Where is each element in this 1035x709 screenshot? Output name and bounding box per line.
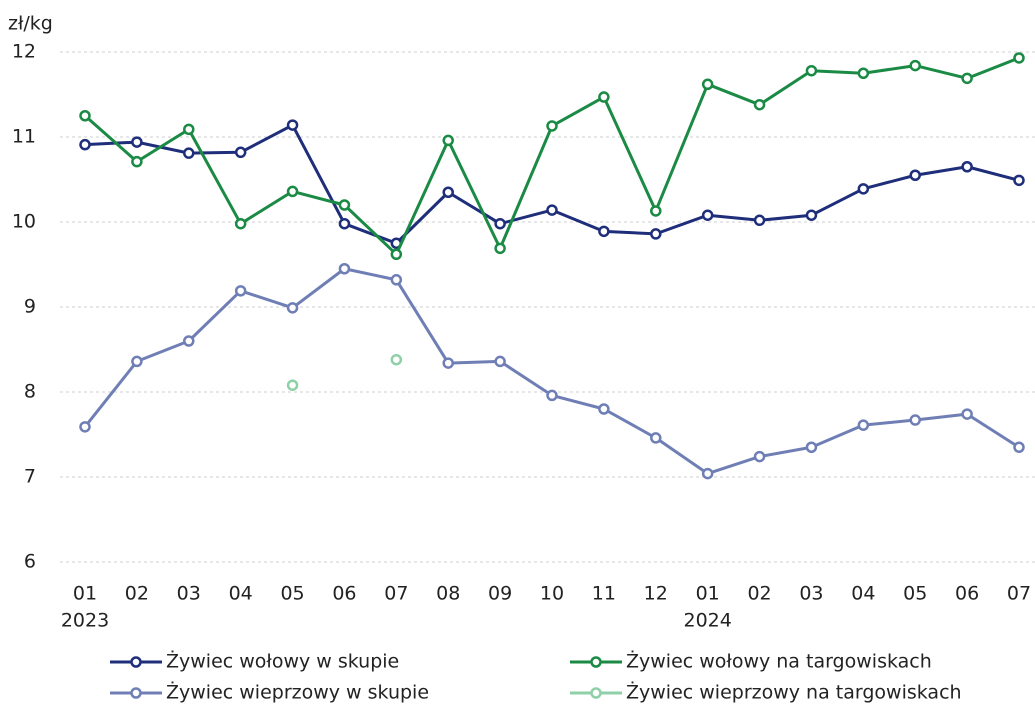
point: [390, 353, 403, 366]
point: [131, 355, 143, 368]
x-tick-label: 06: [332, 583, 356, 605]
y-tick-label: 8: [24, 381, 36, 403]
point: [442, 357, 454, 369]
x-tick-label: 09: [488, 583, 512, 605]
point: [546, 204, 558, 216]
point: [390, 248, 403, 261]
point: [442, 134, 454, 147]
point: [286, 379, 299, 391]
point: [701, 78, 714, 91]
x-year-label: 2024: [683, 610, 731, 632]
point: [338, 217, 351, 230]
point: [650, 432, 662, 444]
point: [79, 421, 91, 433]
point: [79, 138, 91, 151]
point: [598, 403, 610, 415]
x-tick-label: 02: [125, 583, 149, 605]
point: [234, 146, 247, 159]
series-line: [84, 123, 1020, 245]
point: [753, 98, 766, 111]
x-tick-label: 12: [644, 583, 668, 605]
point: [494, 242, 506, 255]
point: [131, 155, 143, 168]
point: [961, 408, 973, 420]
point: [546, 389, 558, 402]
legend-label: Żywiec wieprzowy w skupie: [166, 681, 429, 704]
legend-label: Żywiec wołowy na targowiskach: [626, 650, 932, 673]
y-tick-label: 9: [24, 296, 36, 318]
point: [701, 467, 714, 480]
point: [1013, 174, 1025, 187]
x-tick-label: 04: [851, 583, 875, 605]
y-tick-label: 10: [12, 211, 36, 233]
point: [234, 217, 247, 230]
point: [598, 225, 610, 238]
point: [183, 335, 195, 347]
x-tick-label: 10: [540, 583, 564, 605]
point: [286, 302, 299, 314]
point: [1013, 441, 1025, 453]
point: [131, 136, 143, 148]
series-line: [83, 267, 1020, 476]
point: [286, 119, 299, 131]
point: [494, 355, 506, 368]
x-tick-label: 03: [799, 583, 823, 605]
point: [338, 199, 351, 211]
point: [79, 110, 91, 122]
legend-label: Żywiec wołowy w skupie: [166, 650, 399, 673]
x-tick-label: 08: [436, 583, 460, 605]
point: [546, 120, 558, 132]
x-tick-label: 04: [229, 583, 253, 605]
legend-marker: [590, 687, 602, 699]
point: [338, 263, 351, 275]
point: [183, 123, 195, 136]
legend-marker: [130, 687, 142, 699]
legend-marker: [590, 656, 602, 668]
y-tick-label: 7: [24, 466, 36, 488]
point: [805, 441, 818, 453]
point: [961, 161, 973, 173]
point: [909, 414, 921, 426]
x-tick-label: 01: [696, 583, 720, 605]
point: [183, 147, 195, 159]
point: [286, 185, 299, 198]
point: [390, 274, 403, 286]
y-tick-label: 11: [12, 126, 36, 148]
point: [857, 419, 870, 431]
series-line: [84, 56, 1020, 256]
x-year-label: 2023: [61, 610, 109, 632]
point: [598, 91, 610, 103]
point: [961, 72, 973, 85]
point: [753, 214, 766, 227]
y-tick-label: 12: [12, 41, 36, 63]
x-tick-label: 01: [73, 583, 97, 605]
point: [701, 209, 714, 221]
point: [805, 209, 818, 221]
point: [909, 59, 921, 72]
point: [857, 67, 870, 79]
x-tick-label: 05: [280, 583, 304, 605]
x-tick-label: 02: [747, 583, 771, 605]
y-unit-label: zł/kg: [8, 13, 53, 35]
x-tick-label: 05: [903, 583, 927, 605]
point: [857, 183, 870, 195]
x-tick-label: 03: [177, 583, 201, 605]
legend-marker: [130, 656, 142, 668]
x-tick-label: 06: [955, 583, 979, 605]
point: [753, 450, 766, 463]
legend-label: Żywiec wieprzowy na targowiskach: [626, 681, 962, 704]
point: [909, 169, 921, 181]
point: [442, 186, 454, 198]
point: [1013, 52, 1025, 64]
point: [650, 228, 662, 240]
point: [650, 205, 662, 217]
x-tick-label: 11: [592, 583, 616, 605]
x-tick-label: 07: [1007, 583, 1031, 605]
point: [805, 64, 818, 77]
x-tick-label: 07: [384, 583, 408, 605]
point: [234, 285, 247, 297]
y-tick-label: 6: [24, 551, 36, 573]
point: [494, 217, 506, 230]
